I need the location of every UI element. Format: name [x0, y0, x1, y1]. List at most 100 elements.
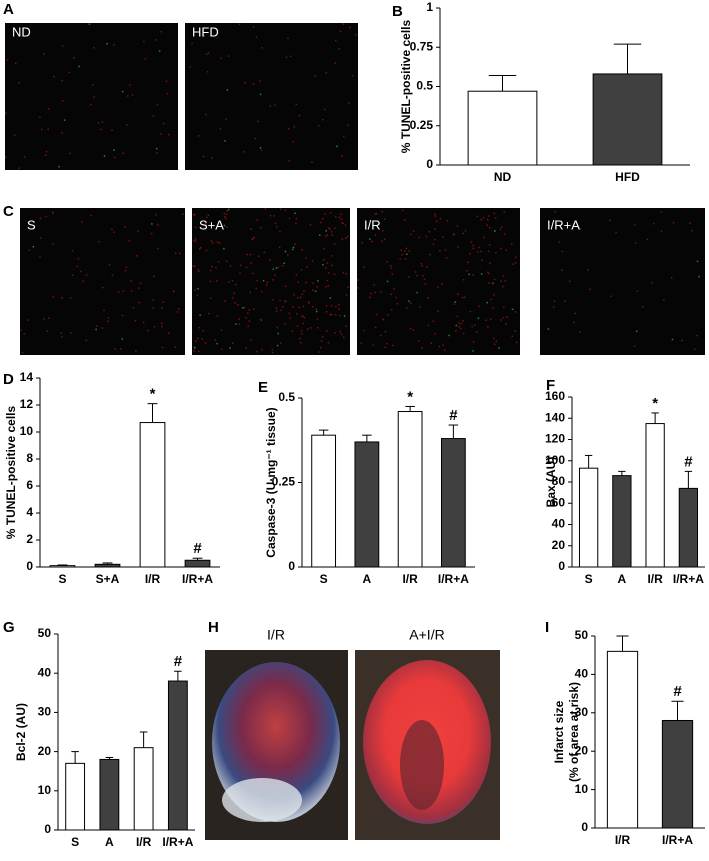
micrograph-dot [153, 325, 156, 328]
micrograph-dot [261, 290, 263, 293]
micrograph-dot [273, 215, 275, 217]
micrograph-dot [121, 338, 124, 340]
y-tick-label: 160 [545, 389, 565, 403]
y-tick-label: 0 [581, 820, 588, 834]
micrograph-dot [194, 289, 196, 291]
micrograph-dot [161, 325, 163, 328]
micrograph-dot [373, 284, 376, 286]
micrograph-dot [113, 149, 115, 151]
micrograph-dot [70, 332, 72, 334]
micrograph-dot [205, 223, 207, 226]
micrograph-dot [255, 287, 257, 290]
micrograph-dot [129, 84, 131, 86]
micrograph-dot [107, 316, 110, 319]
micrograph-dot [383, 238, 386, 240]
micrograph-dot [329, 313, 332, 316]
micrograph-dot [561, 269, 563, 272]
micrograph-dot [464, 230, 467, 232]
micrograph-dot [226, 210, 229, 212]
micrograph-dot [259, 318, 262, 321]
micrograph-dot [277, 266, 279, 269]
micrograph-dot [324, 213, 326, 215]
micrograph-dot [216, 241, 219, 243]
y-tick-label: 0.5 [278, 390, 295, 404]
micrograph-dot [61, 79, 64, 82]
micrograph-dot [408, 300, 410, 302]
micrograph-dot [316, 286, 319, 288]
y-axis-label: % TUNEL-positive cells [4, 405, 18, 539]
micrograph [357, 208, 520, 355]
micrograph-dot [446, 219, 449, 222]
micrograph-dot [386, 261, 389, 263]
micrograph-dot [340, 213, 342, 216]
micrograph-dot [341, 238, 344, 240]
panel-letter: H [208, 619, 219, 636]
micrograph-dot [429, 253, 431, 256]
micrograph-dot [327, 342, 330, 344]
micrograph-dot [85, 339, 88, 342]
micrograph-dot [338, 216, 341, 219]
micrograph-dot [671, 338, 674, 341]
micrograph-dot [439, 249, 441, 252]
micrograph-dot [317, 280, 319, 282]
micrograph-dot [374, 213, 376, 215]
y-tick-label: 0 [558, 559, 565, 573]
micrograph-dot [438, 345, 441, 348]
x-tick-label: I/R [647, 572, 663, 586]
micrograph-dot [609, 219, 611, 222]
micrograph-dot [295, 274, 298, 276]
micrograph-dot [403, 219, 406, 222]
micrograph-dot [121, 90, 124, 93]
micrograph-dot [124, 269, 127, 272]
x-tick-label: I/R [145, 572, 161, 586]
micrograph-dot [137, 287, 140, 289]
x-tick-label: I/R+A [438, 572, 469, 586]
micrograph-dot [248, 309, 251, 311]
micrograph-dot [357, 279, 359, 281]
micrograph-dot [472, 244, 475, 247]
micrograph-dot [462, 232, 464, 235]
micrograph-dot [134, 319, 137, 322]
micrograph-dot [326, 279, 328, 282]
micrograph-dot [295, 222, 297, 225]
micrograph-dot [416, 291, 418, 294]
micrograph-dot [488, 272, 490, 275]
micrograph-dot [61, 45, 64, 47]
micrograph-dot [488, 215, 490, 217]
micrograph-dot [469, 252, 471, 255]
micrograph-dot [13, 134, 16, 137]
micrograph-dot [197, 337, 199, 340]
micrograph-dot [213, 224, 215, 227]
micrograph-dot [444, 249, 447, 251]
micrograph-dot [408, 276, 410, 278]
panel-letter: I [545, 619, 549, 636]
micrograph-dot [452, 233, 455, 236]
y-tick-label: 12 [20, 397, 34, 411]
bar [467, 90, 538, 166]
micrograph-dot [502, 285, 504, 288]
micrograph-dot [369, 238, 371, 240]
micrograph-dot [266, 281, 269, 284]
micrograph-dot [39, 217, 42, 220]
micrograph-dot [201, 338, 203, 340]
micrograph-dot [493, 337, 495, 340]
micrograph-dot [111, 129, 113, 132]
micrograph-dot [139, 282, 142, 285]
micrograph-dot [500, 280, 502, 282]
y-tick-label: 10 [38, 783, 52, 797]
bar [311, 434, 337, 568]
micrograph-dot [322, 264, 324, 266]
micrograph-dot [363, 329, 366, 332]
micrograph-dot [287, 37, 289, 40]
micrograph-dot [512, 263, 514, 265]
micrograph-dot [421, 347, 423, 349]
micrograph-dot [547, 328, 550, 330]
y-tick-label: 20 [552, 538, 566, 552]
micrograph-dot [280, 208, 282, 210]
micrograph-dot [462, 332, 465, 335]
y-tick-label: 0 [26, 559, 33, 573]
micrograph-dot [454, 301, 457, 303]
micrograph-dot [488, 282, 490, 284]
micrograph-dot [423, 278, 426, 281]
bar [440, 438, 466, 568]
